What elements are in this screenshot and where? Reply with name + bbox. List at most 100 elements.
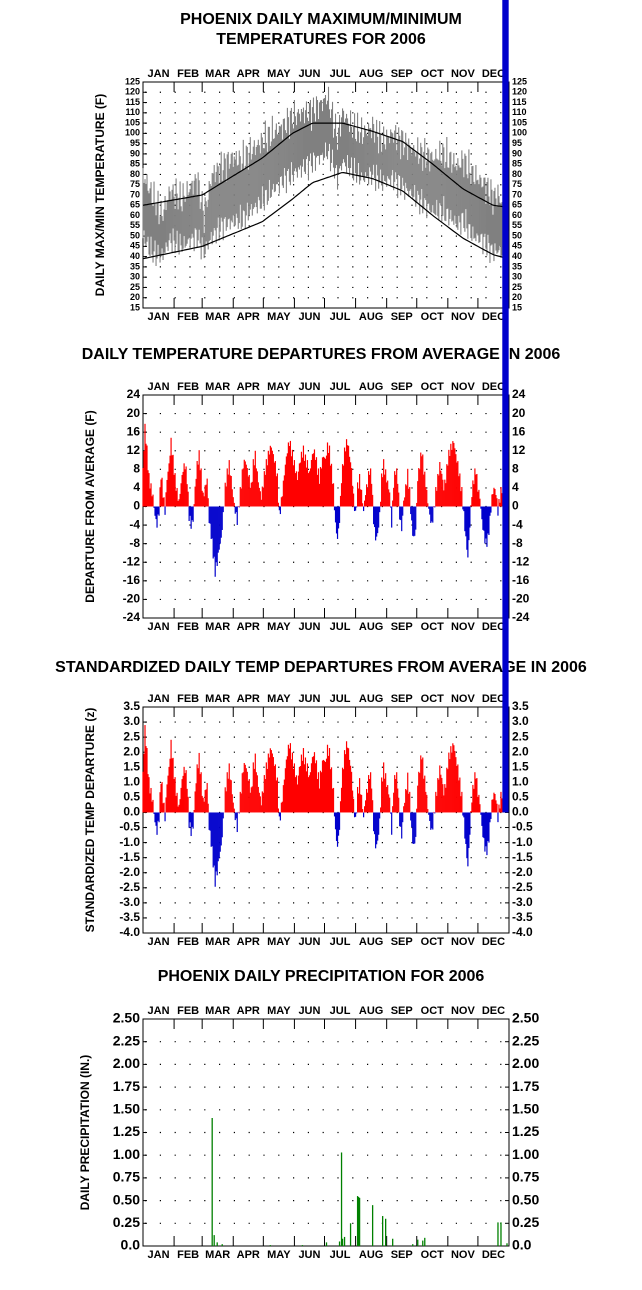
precip-y-tick-label-right: 2.00: [512, 1055, 539, 1071]
temperature-y-tick-label-left: 125: [125, 76, 140, 86]
standardized-y-tick-label-left: 2.5: [123, 729, 140, 743]
temperature-y-tick-label-left: 115: [125, 97, 140, 107]
standardized-y-tick-label-left: 1.5: [123, 759, 140, 773]
precip-y-tick-label-right: 2.50: [512, 1010, 539, 1026]
standardized-y-tick-label-left: -1.0: [119, 835, 140, 849]
temperature-month-label-bottom: MAY: [267, 311, 291, 323]
departure-y-tick-label-right: -20: [512, 592, 530, 606]
standardized-month-label-top: DEC: [482, 693, 505, 705]
precip-y-tick-label-left: 2.00: [113, 1055, 140, 1071]
departure-y-tick-label-right: 20: [512, 406, 526, 420]
standardized-month-label-bottom: MAY: [267, 936, 291, 948]
normal-high-line: [142, 122, 509, 208]
temperature-y-tick-label-right: 20: [512, 292, 522, 302]
standardized-month-label-top: MAY: [267, 693, 291, 705]
standardized-y-tick-label-left: -3.5: [119, 910, 140, 924]
temperature-y-tick-label-left: 20: [130, 292, 140, 302]
temperature-month-label-bottom: JAN: [148, 311, 170, 323]
temperature-month-label-top: NOV: [451, 68, 476, 80]
standardized-y-tick-label-right: 2.0: [512, 744, 529, 758]
temperature-y-tick-label-right: 100: [512, 128, 527, 138]
temperature-y-tick-label-right: 105: [512, 117, 527, 127]
temperature-y-tick-label-left: 25: [130, 282, 140, 292]
precip-y-tick-label-left: 0.75: [113, 1169, 140, 1185]
departure-month-label-top: MAY: [267, 381, 291, 393]
temperature-month-label-top: JUN: [298, 68, 320, 80]
standardized-month-label-top: SEP: [391, 693, 413, 705]
precip-month-label-top: JUL: [330, 1005, 351, 1017]
departure-y-tick-label-right: -24: [512, 610, 530, 624]
temperature-month-label-bottom: SEP: [391, 311, 413, 323]
precip-y-tick-label-right: 1.00: [512, 1146, 539, 1162]
temperature-y-axis-label: DAILY MAX/MIN TEMPERATURE (F): [93, 94, 107, 296]
departure-y-tick-label-right: 12: [512, 443, 526, 457]
temperature-y-tick-label-left: 110: [125, 107, 140, 117]
precip-y-tick-label-left: 0.50: [113, 1191, 140, 1207]
standardized-y-tick-label-left: 3.0: [123, 714, 140, 728]
departure-y-tick-label-left: -24: [123, 610, 141, 624]
temperature-y-tick-label-left: 55: [130, 220, 140, 230]
precip-y-tick-label-left: 1.75: [113, 1078, 140, 1094]
departure-y-tick-label-left: 12: [127, 443, 141, 457]
precip-month-label-top: NOV: [451, 1005, 476, 1017]
departure-month-label-bottom: JUN: [298, 621, 320, 633]
temperature-y-tick-label-right: 15: [512, 302, 522, 312]
temperature-month-label-bottom: MAR: [205, 311, 230, 323]
precip-month-label-top: FEB: [177, 1005, 199, 1017]
departure-y-axis-label: DEPARTURE FROM AVERAGE (F): [83, 410, 97, 602]
precip-month-label-top: JAN: [148, 1005, 170, 1017]
departure-y-tick-label-left: 20: [127, 406, 141, 420]
temperature-y-tick-label-left: 95: [130, 138, 140, 148]
departure-y-tick-label-right: 16: [512, 424, 526, 438]
temperature-month-label-bottom: FEB: [177, 311, 199, 323]
precip-month-label-top: JUN: [298, 1005, 320, 1017]
departure-month-label-bottom: FEB: [177, 621, 199, 633]
precip-month-label-top: AUG: [359, 1005, 383, 1017]
standardized-y-tick-label-right: 1.5: [512, 759, 529, 773]
departure-month-label-top: SEP: [391, 381, 413, 393]
standardized-month-label-top: FEB: [177, 693, 199, 705]
temperature-month-label-bottom: OCT: [421, 311, 445, 323]
precip-month-label-bottom: FEB: [177, 1249, 199, 1261]
temperature-month-label-bottom: JUL: [330, 311, 351, 323]
standardized-y-tick-label-right: -1.0: [512, 835, 533, 849]
standardized-y-tick-label-left: 2.0: [123, 744, 140, 758]
temperature-month-label-top: FEB: [177, 68, 199, 80]
standardized-y-tick-label-right: 1.0: [512, 775, 529, 789]
standardized-y-tick-label-right: 0.0: [512, 805, 529, 819]
departure-month-label-top: MAR: [205, 381, 230, 393]
temperature-y-tick-label-left: 50: [130, 230, 140, 240]
departure-y-tick-label-left: 8: [133, 462, 140, 476]
standardized-y-tick-label-left: -2.0: [119, 865, 140, 879]
standardized-panel: STANDARDIZED DAILY TEMP DEPARTURES FROM …: [0, 658, 642, 678]
precip-month-label-bottom: MAR: [205, 1249, 230, 1261]
temperature-y-tick-label-right: 90: [512, 148, 522, 158]
departure-month-label-top: JUN: [298, 381, 320, 393]
precip-y-tick-label-left: 0.25: [113, 1214, 140, 1230]
precip-month-label-top: OCT: [421, 1005, 445, 1017]
precip-y-tick-label-right: 0.75: [512, 1169, 539, 1185]
precip-month-label-bottom: MAY: [267, 1249, 291, 1261]
standardized-y-tick-label-left: 3.5: [123, 699, 140, 713]
standardized-month-label-bottom: DEC: [482, 936, 505, 948]
precip-month-label-top: SEP: [391, 1005, 413, 1017]
standardized-month-label-bottom: JUN: [298, 936, 320, 948]
standardized-y-tick-label-left: -4.0: [119, 925, 140, 939]
departure-month-label-bottom: NOV: [451, 621, 476, 633]
precip-month-label-top: MAR: [205, 1005, 230, 1017]
temperature-y-tick-label-left: 30: [130, 272, 140, 282]
temperature-month-label-bottom: NOV: [451, 311, 476, 323]
temperature-month-label-bottom: JUN: [298, 311, 320, 323]
temperature-month-label-bottom: DEC: [482, 311, 505, 323]
standardized-month-label-top: JUN: [298, 693, 320, 705]
standardized-y-tick-label-left: -0.5: [119, 820, 140, 834]
precip-month-label-top: APR: [237, 1005, 260, 1017]
departure-month-label-bottom: JUL: [330, 621, 351, 633]
standardized-month-label-bottom: MAR: [205, 936, 230, 948]
standardized-month-label-bottom: JAN: [148, 936, 170, 948]
standardized-month-label-bottom: APR: [237, 936, 260, 948]
departure-chart-title: DAILY TEMPERATURE DEPARTURES FROM AVERAG…: [81, 346, 561, 363]
departure-y-tick-label-left: -12: [123, 554, 141, 568]
temperature-month-label-top: OCT: [421, 68, 445, 80]
